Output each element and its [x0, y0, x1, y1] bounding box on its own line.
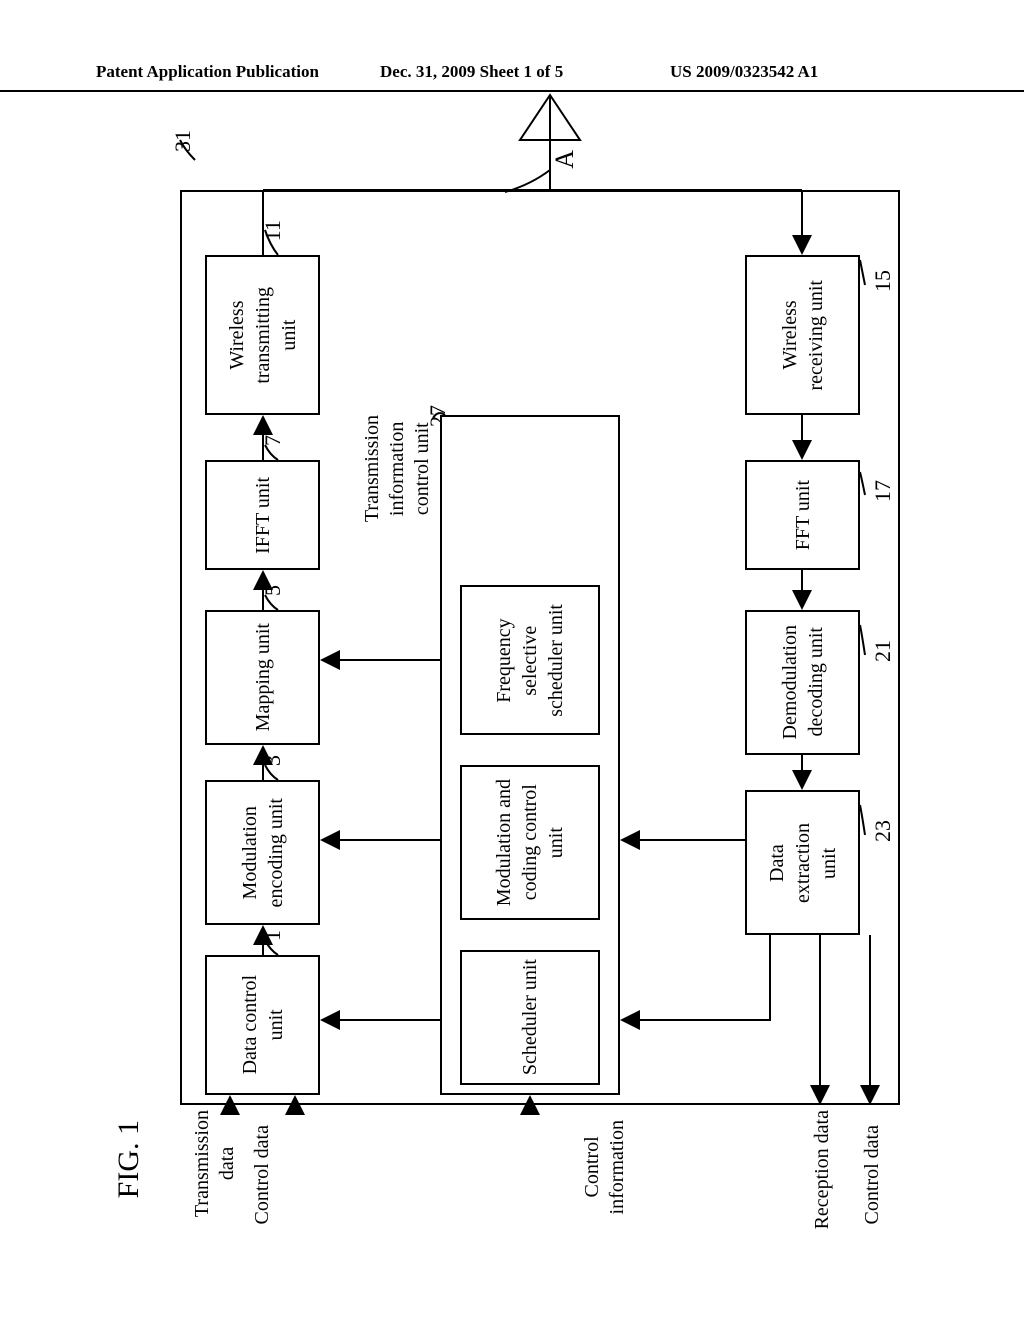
block-sched-label: Scheduler unit	[517, 959, 543, 1075]
block-sched: Scheduler unit	[460, 950, 600, 1085]
block-freq-sched: Frequency selective scheduler unit	[460, 585, 600, 735]
header-right: US 2009/0323542 A1	[670, 62, 818, 82]
block-mod-ctrl: Modulation and coding control unit	[460, 765, 600, 920]
figure-label: FIG. 1	[110, 1120, 148, 1198]
block-diagram: FIG. 1 A Transmission data Control data …	[150, 140, 930, 1220]
header-mid: Dec. 31, 2009 Sheet 1 of 5	[380, 62, 563, 82]
header-left: Patent Application Publication	[96, 62, 319, 82]
block-mod-ctrl-label: Modulation and coding control unit	[491, 779, 569, 906]
page-header: Patent Application Publication Dec. 31, …	[0, 62, 1024, 92]
block-freq-sched-label: Frequency selective scheduler unit	[491, 604, 569, 717]
